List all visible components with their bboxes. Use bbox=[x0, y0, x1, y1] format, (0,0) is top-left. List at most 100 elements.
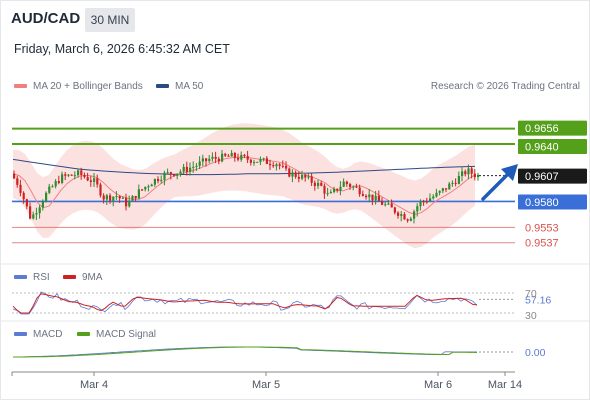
candle-body bbox=[211, 156, 214, 159]
candle-body bbox=[326, 193, 329, 195]
rsi-line bbox=[12, 291, 478, 315]
candle-body bbox=[163, 172, 166, 180]
candle-body bbox=[365, 195, 368, 198]
candle-body bbox=[464, 171, 467, 175]
candle-body bbox=[416, 206, 419, 212]
rsi-swatch bbox=[14, 275, 27, 280]
candle-body bbox=[448, 183, 451, 190]
x-label-Mar 14: Mar 14 bbox=[488, 379, 522, 391]
candle-body bbox=[70, 174, 73, 176]
candle-body bbox=[25, 199, 28, 207]
candle-body bbox=[233, 153, 236, 158]
level-label-0.9640-bg bbox=[518, 138, 587, 154]
candle-body bbox=[169, 172, 172, 175]
candle-body bbox=[19, 184, 22, 193]
timeframe-button[interactable]: 30 MIN bbox=[85, 8, 135, 32]
candle-body bbox=[128, 200, 131, 207]
candle-body bbox=[141, 189, 144, 191]
legend-rsi-ma: 9MA bbox=[63, 272, 103, 283]
candle-body bbox=[208, 158, 211, 162]
candle-body bbox=[201, 158, 204, 162]
candle-body bbox=[51, 186, 54, 188]
candle-body bbox=[419, 201, 422, 207]
forecast-arrow-head bbox=[501, 164, 518, 181]
candle-body bbox=[166, 172, 169, 174]
candle-body bbox=[67, 174, 70, 176]
legend-rsi-ma-label: 9MA bbox=[82, 272, 103, 283]
candle-body bbox=[294, 172, 297, 177]
candle-body bbox=[22, 192, 25, 200]
x-label-Mar 4: Mar 4 bbox=[80, 379, 108, 391]
candle-body bbox=[307, 176, 310, 178]
candle-body bbox=[48, 186, 51, 193]
level-label-0.9607-bg bbox=[518, 168, 587, 184]
candle-body bbox=[54, 181, 57, 187]
candle-body bbox=[451, 182, 454, 184]
level-label-0.9553: 0.9553 bbox=[525, 222, 559, 234]
candle-body bbox=[429, 198, 432, 202]
candle-body bbox=[339, 186, 342, 191]
rsi-ma-line bbox=[12, 293, 478, 314]
candle-body bbox=[240, 154, 243, 160]
candle-body bbox=[445, 188, 448, 190]
candle-body bbox=[390, 203, 393, 208]
candle-body bbox=[125, 197, 128, 207]
candle-body bbox=[381, 200, 384, 205]
candle-body bbox=[144, 186, 147, 190]
candle-body bbox=[157, 178, 160, 182]
candle-body bbox=[217, 158, 220, 162]
candle-body bbox=[185, 166, 188, 172]
candle-body bbox=[473, 173, 476, 178]
candle-body bbox=[336, 188, 339, 191]
candle-body bbox=[272, 165, 275, 167]
credit-label: Research © 2026 Trading Central bbox=[430, 81, 580, 92]
candle-body bbox=[345, 181, 348, 185]
legend-macd: MACD bbox=[14, 329, 62, 340]
candle-body bbox=[179, 171, 182, 174]
candle-body bbox=[86, 177, 89, 181]
candle-body bbox=[425, 201, 428, 203]
candle-body bbox=[230, 153, 233, 157]
ma20-swatch bbox=[14, 84, 27, 89]
candle-body bbox=[13, 173, 16, 179]
candle-body bbox=[195, 165, 198, 167]
candle-body bbox=[262, 158, 265, 160]
candle-body bbox=[406, 219, 409, 221]
candle-body bbox=[297, 176, 300, 179]
level-label-0.9537: 0.9537 bbox=[525, 238, 559, 250]
candle-body bbox=[227, 155, 230, 157]
candle-body bbox=[278, 164, 281, 166]
candle-body bbox=[432, 196, 435, 199]
legend-macd-signal-label: MACD Signal bbox=[96, 329, 157, 340]
candle-body bbox=[93, 178, 96, 182]
candle-body bbox=[189, 167, 192, 172]
x-label-Mar 5: Mar 5 bbox=[252, 379, 280, 391]
candle-body bbox=[301, 174, 304, 179]
candle-body bbox=[249, 159, 252, 163]
candle-body bbox=[41, 201, 44, 208]
legend-ma20: MA 20 + Bollinger Bands bbox=[14, 81, 143, 92]
candle-body bbox=[461, 171, 464, 176]
macd-swatch bbox=[14, 332, 27, 337]
ma50-line bbox=[12, 158, 476, 176]
candle-body bbox=[259, 159, 262, 162]
level-label-0.9656: 0.9656 bbox=[525, 123, 559, 135]
candle-body bbox=[176, 173, 179, 176]
candle-body bbox=[371, 194, 374, 201]
candle-body bbox=[109, 195, 112, 201]
candle-body bbox=[89, 180, 92, 182]
candle-body bbox=[317, 182, 320, 186]
candle-body bbox=[409, 218, 412, 221]
candle-body bbox=[368, 194, 371, 198]
candle-body bbox=[243, 154, 246, 157]
candle-body bbox=[237, 157, 240, 160]
candle-body bbox=[246, 156, 249, 160]
candle-body bbox=[384, 204, 387, 206]
candle-body bbox=[99, 184, 102, 196]
candle-body bbox=[470, 168, 473, 174]
candle-body bbox=[198, 161, 201, 166]
candle-body bbox=[153, 178, 156, 185]
symbol-title: AUD/CAD bbox=[11, 10, 81, 27]
candle-body bbox=[32, 214, 35, 219]
